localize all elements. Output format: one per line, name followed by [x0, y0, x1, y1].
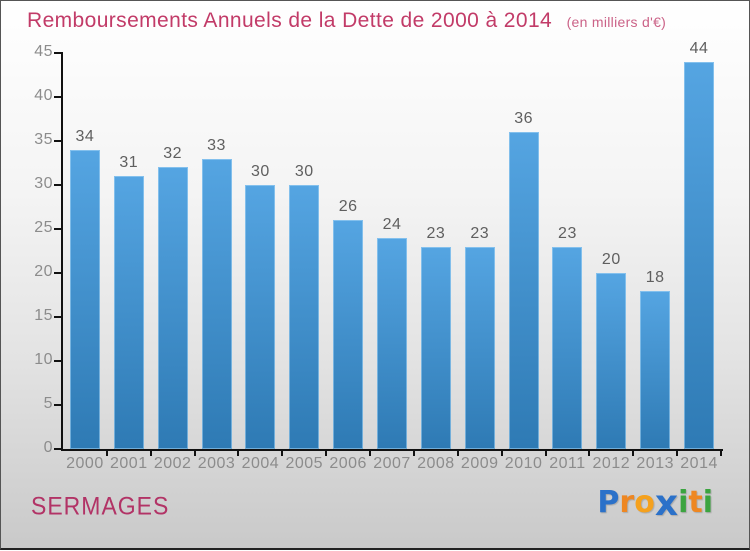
y-tick-mark: [54, 184, 63, 186]
chart-bar: [157, 167, 188, 449]
x-tick-label: 2013: [636, 455, 674, 472]
chart-bar: [333, 220, 364, 449]
y-tick-mark: [54, 52, 63, 54]
x-tick-mark: [193, 451, 196, 456]
x-tick-label: 2001: [110, 455, 148, 472]
x-tick-mark: [369, 451, 372, 456]
y-tick-label: 35: [34, 131, 53, 148]
x-tick-mark: [456, 451, 459, 456]
chart-bar: [464, 246, 495, 449]
logo-letter: i: [702, 485, 713, 520]
y-tick-label: 30: [34, 175, 53, 192]
bar-value-label: 34: [75, 127, 95, 145]
chart-bar: [684, 61, 715, 449]
x-tick-mark: [588, 451, 591, 456]
bar-value-label: 30: [250, 163, 270, 180]
x-tick-mark: [544, 451, 547, 456]
y-axis: [61, 52, 63, 451]
x-tick-mark: [237, 451, 240, 456]
x-tick-mark: [500, 451, 503, 456]
x-tick-mark: [676, 451, 679, 456]
chart-title: Remboursements Annuels de la Dette de 20…: [27, 9, 553, 32]
y-tick-label: 5: [43, 395, 53, 412]
x-tick-mark: [632, 451, 635, 456]
x-tick-label: 2014: [680, 455, 718, 472]
x-tick-label: 2011: [549, 455, 586, 472]
bar-value-label: 24: [382, 215, 402, 233]
x-axis: [61, 449, 723, 451]
bar-value-label: 23: [426, 224, 446, 242]
x-tick-label: 2010: [504, 455, 543, 472]
x-tick-label: 2004: [241, 455, 280, 472]
chart-bar: [420, 246, 451, 449]
bar-value-label: 36: [514, 110, 533, 128]
chart-bar: [377, 237, 407, 449]
y-tick-label: 45: [34, 43, 53, 60]
logo-letter: t: [688, 485, 703, 520]
commune-name: SERMAGES: [31, 491, 170, 520]
x-tick-label: 2009: [460, 455, 499, 472]
bar-value-label: 23: [558, 224, 577, 242]
bar-value-label: 18: [645, 268, 665, 286]
x-tick-label: 2006: [329, 455, 367, 472]
chart-bar: [552, 246, 583, 449]
x-tick-label: 2000: [66, 455, 104, 472]
y-tick-mark: [54, 448, 63, 450]
x-tick-label: 2003: [197, 455, 236, 472]
x-tick-mark: [149, 451, 152, 456]
chart-bar: [596, 273, 627, 449]
x-tick-label: 2008: [417, 455, 455, 472]
y-tick-mark: [54, 404, 63, 406]
y-tick-mark: [54, 316, 63, 318]
bar-value-label: 31: [119, 154, 139, 172]
x-tick-mark: [412, 451, 415, 456]
chart-bar: [113, 176, 144, 449]
x-tick-label: 2012: [592, 455, 631, 472]
chart-bar: [289, 185, 320, 449]
logo-letter: o: [634, 485, 655, 520]
chart-header: Remboursements Annuels de la Dette de 20…: [27, 9, 666, 33]
logo-letter: P: [597, 485, 620, 520]
y-tick-label: 10: [34, 351, 53, 368]
logo-letter: i: [678, 485, 689, 520]
x-tick-label: 2005: [285, 455, 324, 472]
x-tick-mark: [281, 451, 284, 456]
bar-value-label: 20: [601, 251, 621, 268]
logo-letter: r: [619, 485, 635, 520]
chart-bar: [69, 149, 100, 449]
y-tick-mark: [54, 272, 63, 274]
chart-bar: [508, 132, 539, 449]
logo-letter: x: [654, 483, 679, 524]
y-tick-label: 0: [43, 439, 53, 456]
y-tick-label: 15: [34, 307, 53, 324]
bar-value-label: 30: [294, 163, 314, 180]
proxiti-logo[interactable]: Proxiti: [597, 485, 713, 522]
chart-bar: [201, 158, 232, 449]
bar-value-label: 23: [470, 224, 490, 242]
bar-value-label: 26: [338, 198, 358, 216]
y-tick-label: 40: [34, 87, 53, 104]
x-tick-mark: [720, 451, 722, 456]
y-tick-mark: [54, 360, 63, 362]
chart-bar: [640, 290, 671, 449]
y-tick-mark: [54, 140, 63, 142]
x-tick-mark: [105, 451, 108, 456]
chart-bar: [245, 185, 276, 449]
chart-subtitle: (en milliers d'€): [566, 14, 667, 30]
x-tick-label: 2002: [153, 455, 192, 472]
x-tick-label: 2007: [373, 455, 411, 472]
y-tick-mark: [54, 96, 63, 98]
x-tick-mark: [325, 451, 328, 456]
bar-value-label: 32: [163, 145, 183, 163]
bar-value-label: 33: [207, 136, 226, 154]
y-tick-label: 20: [34, 263, 53, 280]
y-tick-label: 25: [34, 219, 53, 236]
bar-value-label: 44: [689, 39, 709, 57]
y-tick-mark: [54, 228, 63, 230]
